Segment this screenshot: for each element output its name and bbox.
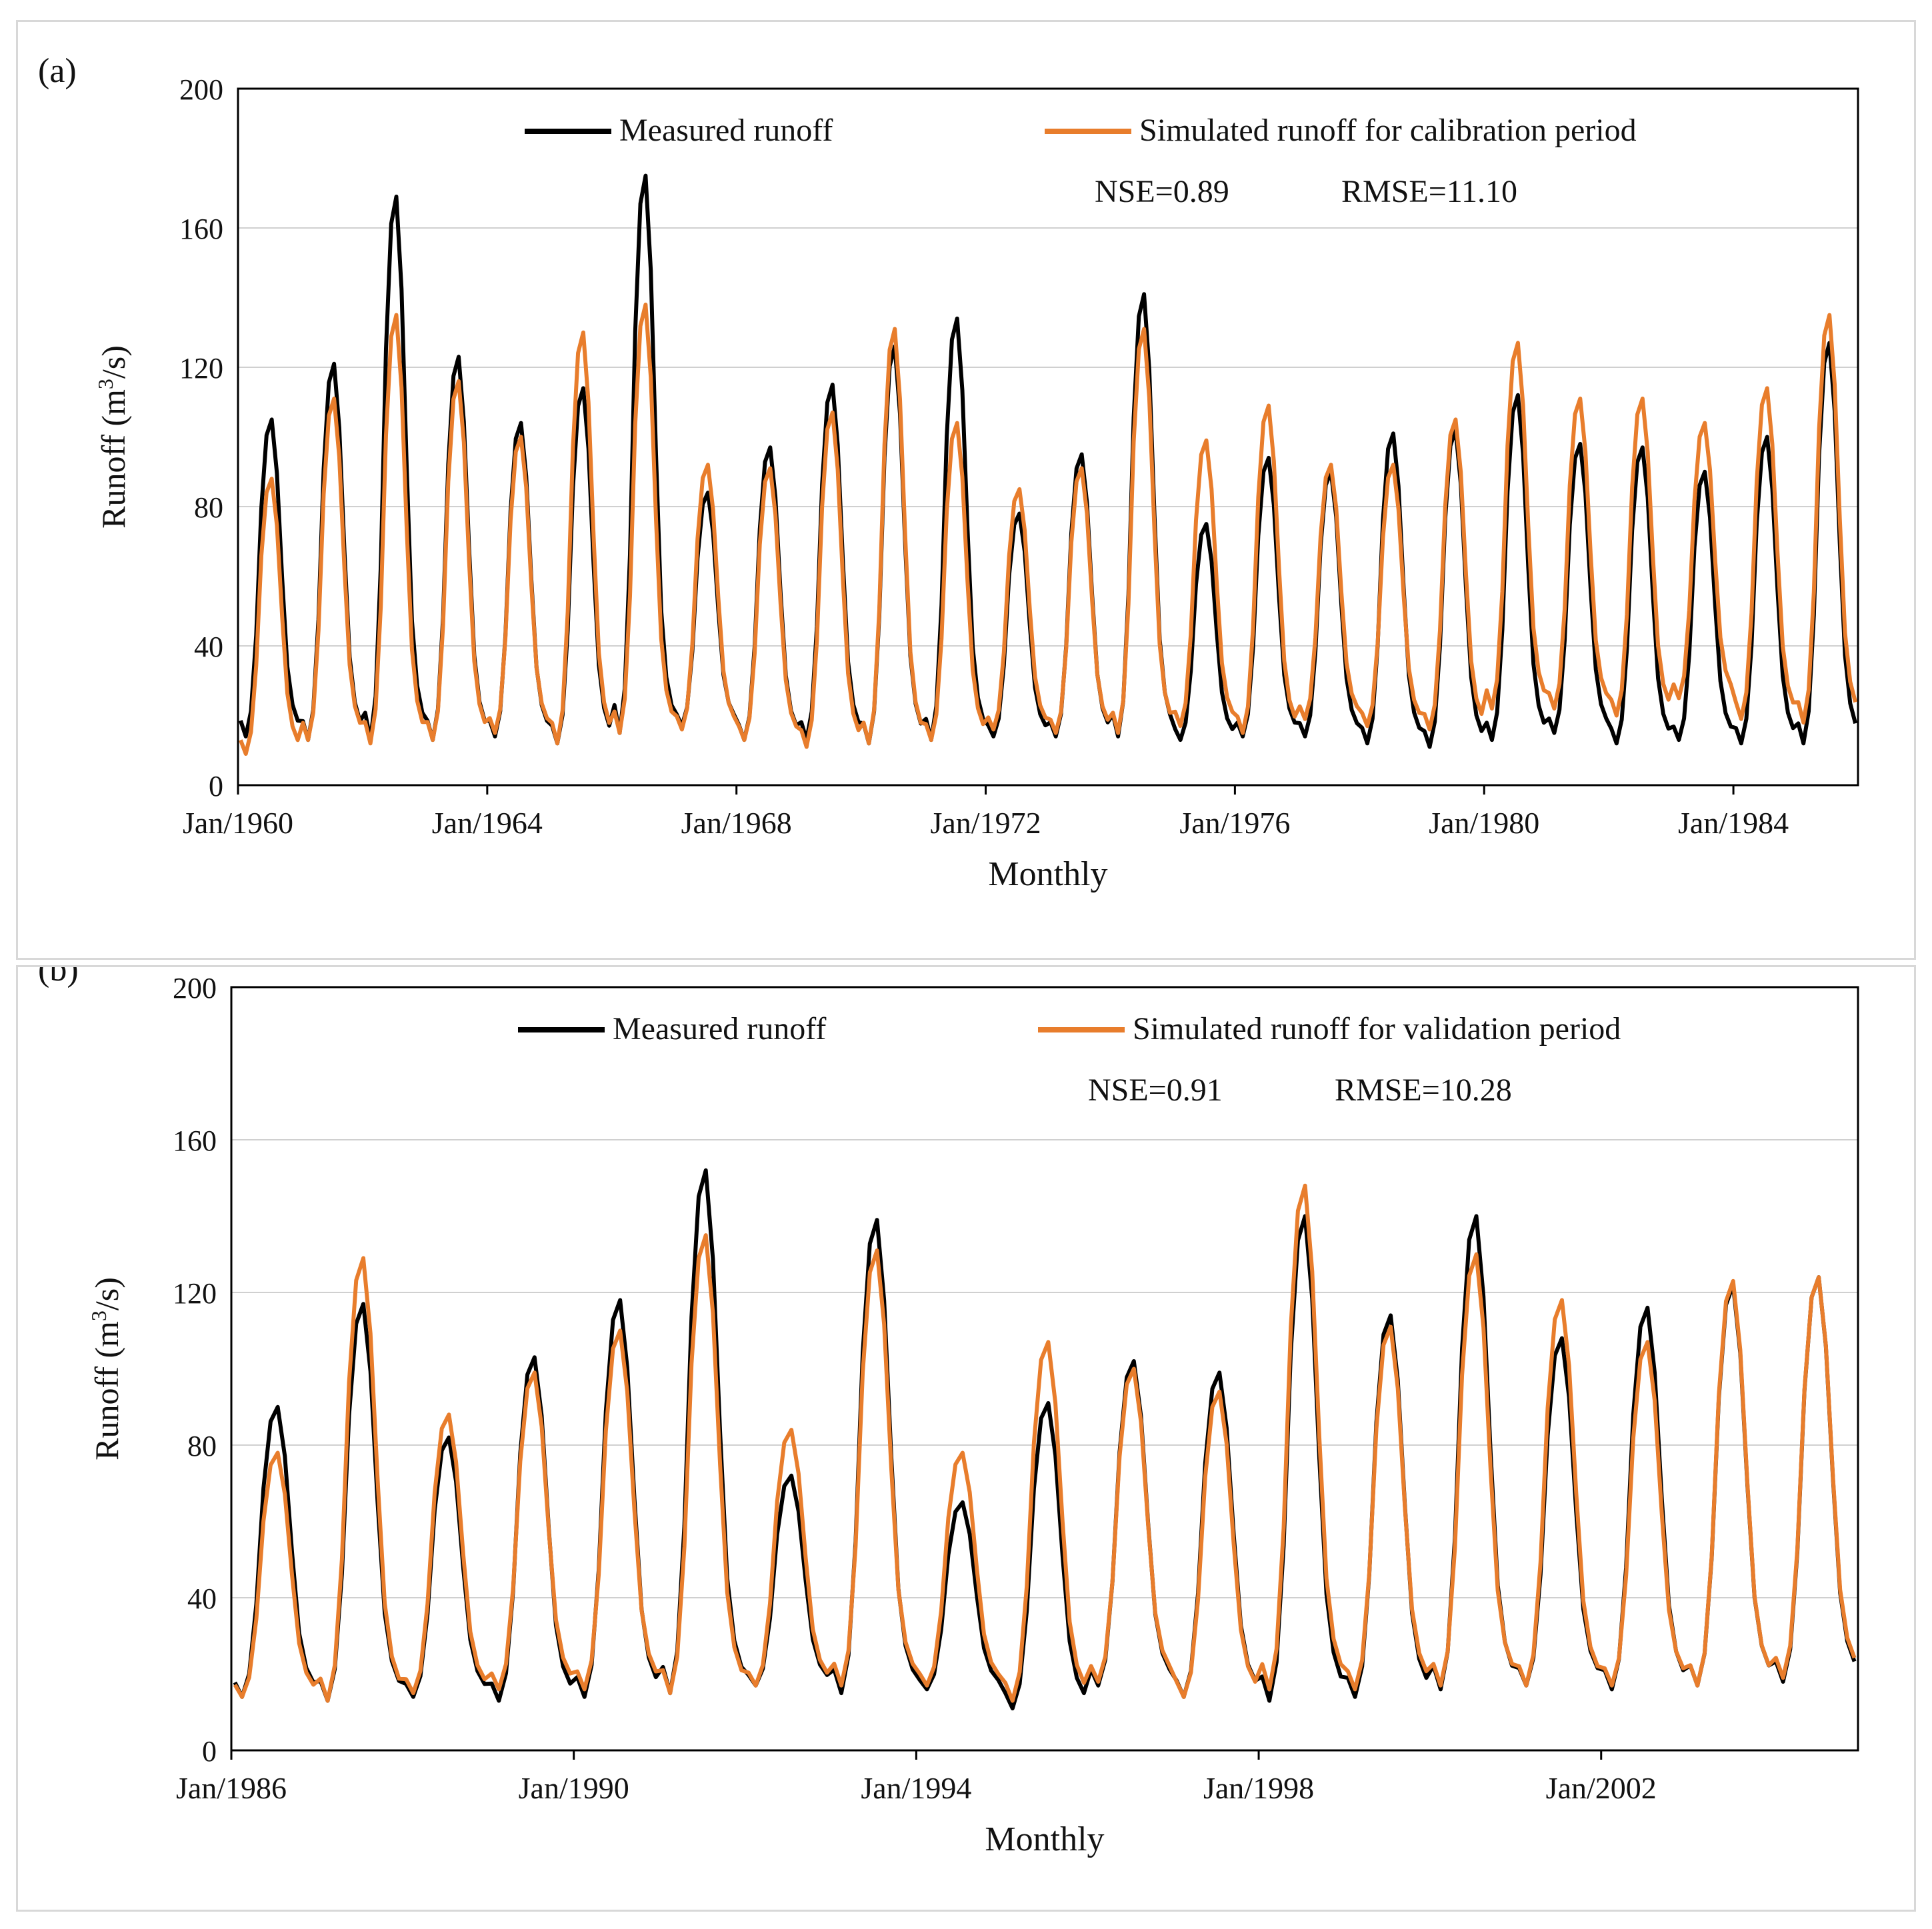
y-tick-label: 40 <box>194 631 223 663</box>
x-tick-label: Jan/1960 <box>183 806 293 840</box>
y-tick-label: 160 <box>179 213 223 245</box>
y-axis-title: Runoff (m3/s) <box>87 1277 125 1460</box>
chart-panel-a: (a) 0 40 80 120 160 200 Jan/1960 Jan/1964 Jan/196… <box>16 20 1916 960</box>
series-line-measured <box>239 173 1858 749</box>
y-axis-title-main: Runoff (m <box>88 1321 125 1460</box>
y-tick-label: 40 <box>187 1582 217 1615</box>
x-tick-label: Jan/1980 <box>1429 806 1539 840</box>
x-tick-label: Jan/1972 <box>930 806 1041 840</box>
legend-label-measured: Measured runoff <box>619 113 833 148</box>
x-tick-label: Jan/1984 <box>1678 806 1789 840</box>
series-line-measured <box>233 1168 1857 1710</box>
x-tick-label: Jan/1986 <box>176 1771 287 1805</box>
x-tick-label: Jan/1976 <box>1179 806 1290 840</box>
series-line-simulated <box>239 303 1858 756</box>
panel-label: (a) <box>38 52 77 90</box>
chart-panel-b: (b) 0 40 80 120 160 200 Jan/1986 Jan/1990 Jan/199… <box>16 965 1916 1912</box>
chart-b-svg: (b) 0 40 80 120 160 200 Jan/1986 Jan/1990 Jan/199… <box>38 967 1859 1858</box>
x-axis-title: Monthly <box>985 1820 1104 1858</box>
stat-nse: NSE=0.89 <box>1095 174 1229 209</box>
x-tick-label: Jan/1964 <box>432 806 543 840</box>
y-tick-label: 200 <box>179 73 223 106</box>
x-tick-label: Jan/2002 <box>1546 1771 1657 1805</box>
y-axis-title-sup: 3 <box>93 379 117 389</box>
plot-frame <box>237 87 1859 787</box>
y-axis-title-sup: 3 <box>87 1310 111 1321</box>
x-tick-label: Jan/1968 <box>681 806 792 840</box>
y-tick-label: 120 <box>173 1277 217 1310</box>
x-tick-label: Jan/1998 <box>1203 1771 1314 1805</box>
legend-label-measured: Measured runoff <box>613 1011 826 1046</box>
y-axis-title-tail: /s) <box>88 1277 125 1310</box>
plot-frame <box>230 986 1859 1752</box>
legend-label-simulated: Simulated runoff for validation period <box>1133 1011 1621 1046</box>
stat-rmse: RMSE=10.28 <box>1335 1072 1512 1108</box>
x-tick-label: Jan/1994 <box>861 1771 971 1805</box>
y-axis-title-main: Runoff (m <box>95 389 132 529</box>
y-tick-label: 200 <box>173 972 217 1004</box>
y-axis-title-tail: /s) <box>95 345 132 379</box>
y-tick-label: 80 <box>194 491 223 524</box>
stat-nse: NSE=0.91 <box>1088 1072 1223 1108</box>
y-tick-label: 120 <box>179 352 223 385</box>
panel-label: (b) <box>38 967 79 988</box>
x-axis-title: Monthly <box>988 855 1107 893</box>
x-tick-label: Jan/1990 <box>519 1771 629 1805</box>
y-tick-label: 160 <box>173 1124 217 1157</box>
series-line-simulated <box>233 1183 1857 1703</box>
y-tick-label: 0 <box>209 770 223 803</box>
y-tick-label: 80 <box>187 1430 217 1462</box>
chart-a-svg: (a) 0 40 80 120 160 200 Jan/1960 Jan/1964 Jan/196… <box>38 52 1859 893</box>
y-axis-title: Runoff (m3/s) <box>93 345 132 529</box>
stat-rmse: RMSE=11.10 <box>1341 174 1517 209</box>
legend-label-simulated: Simulated runoff for calibration period <box>1139 113 1637 148</box>
y-tick-label: 0 <box>202 1735 217 1768</box>
